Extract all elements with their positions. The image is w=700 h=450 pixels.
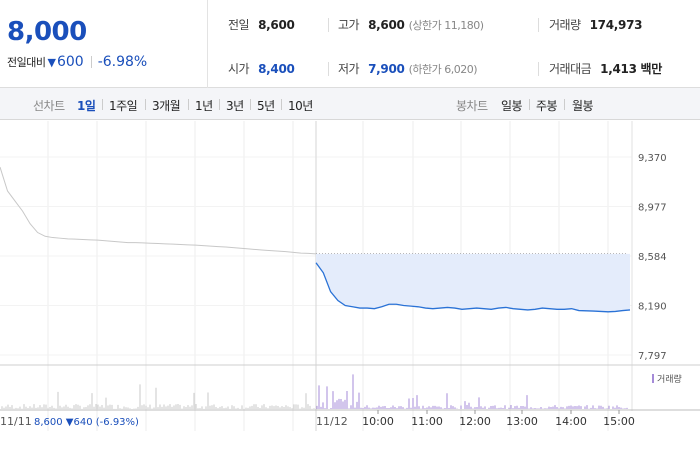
y-tick-label: 8,584 bbox=[638, 252, 667, 263]
change-percent: -6.98% bbox=[97, 54, 148, 70]
stat-value: 174,973 bbox=[589, 18, 643, 32]
change-divider bbox=[90, 56, 92, 68]
y-tick-label: 7,797 bbox=[638, 351, 667, 362]
stat-value: 8,400 bbox=[258, 62, 295, 76]
change-label: 전일대비 bbox=[7, 56, 46, 69]
price-box: 8,000 전일대비 ▼ 600 -6.98% bbox=[0, 0, 208, 88]
period-tab-1y[interactable]: 1년 bbox=[195, 99, 213, 113]
today-line bbox=[315, 262, 631, 313]
column-divider bbox=[538, 18, 539, 32]
stat-value: 8,600 bbox=[368, 18, 405, 32]
column-divider bbox=[328, 18, 329, 32]
tab-divider bbox=[281, 99, 282, 110]
candle-chart-label: 봉차트 bbox=[456, 99, 488, 113]
stat-trade-value: 거래대금 1,413 백만 bbox=[549, 60, 662, 77]
current-price: 8,000 bbox=[7, 17, 87, 47]
prev-day-line bbox=[0, 166, 317, 255]
lower-limit-note: (하한가 6,020) bbox=[408, 63, 478, 76]
period-tab-3m[interactable]: 3개월 bbox=[152, 99, 181, 113]
column-divider bbox=[328, 62, 329, 76]
prev-day-summary: 8,600 ▼640 (-6.93%) bbox=[34, 417, 139, 428]
stat-value: 8,600 bbox=[258, 18, 295, 32]
chart-toolbar: 선차트 1일 1주일 3개월 1년 3년 5년 10년 봉차트 일봉 주봉 월봉 bbox=[0, 88, 700, 120]
x-tick-label: 15:00 bbox=[603, 415, 635, 428]
line-chart-label: 선차트 bbox=[33, 99, 65, 113]
intraday-price-chart: 9,370 8,977 8,584 8,190 7,797 거래량 10:00 11:00 12… bbox=[0, 121, 700, 431]
x-tick-label: 12:00 bbox=[459, 415, 491, 428]
x-tick-label: 14:00 bbox=[555, 415, 587, 428]
volume-legend-label: 거래량 bbox=[657, 373, 682, 385]
x-tick-label: 11:00 bbox=[411, 415, 443, 428]
down-arrow-icon: ▼ bbox=[47, 55, 56, 69]
stat-label: 거래대금 bbox=[549, 62, 592, 76]
stat-open: 시가 8,400 bbox=[228, 60, 295, 77]
y-tick-label: 8,190 bbox=[638, 302, 667, 313]
tab-divider bbox=[250, 99, 251, 110]
tab-divider bbox=[529, 99, 530, 110]
change-amount: 600 bbox=[56, 54, 84, 70]
column-divider bbox=[538, 62, 539, 76]
quote-header: 8,000 전일대비 ▼ 600 -6.98% 전일 8,600 고가 8,60… bbox=[0, 0, 700, 88]
stat-value: 1,413 백만 bbox=[600, 62, 662, 76]
candle-tab-daily[interactable]: 일봉 bbox=[501, 99, 523, 113]
stat-value: 7,900 bbox=[368, 62, 405, 76]
y-tick-label: 9,370 bbox=[638, 153, 667, 164]
stat-label: 시가 bbox=[228, 62, 250, 76]
today-area bbox=[316, 253, 630, 312]
stat-high: 고가 8,600 (상한가 11,180) bbox=[338, 16, 484, 33]
period-tab-5y[interactable]: 5년 bbox=[257, 99, 275, 113]
period-tab-10y[interactable]: 10년 bbox=[288, 99, 313, 113]
y-tick-label: 8,977 bbox=[638, 203, 667, 214]
x-tick-label: 13:00 bbox=[506, 415, 538, 428]
period-tab-1d[interactable]: 1일 bbox=[77, 99, 96, 113]
tab-divider bbox=[219, 99, 220, 110]
prev-date-label: 11/11 bbox=[0, 415, 32, 428]
stat-label: 거래량 bbox=[549, 18, 581, 32]
x-tick-label: 10:00 bbox=[362, 415, 394, 428]
candle-tab-monthly[interactable]: 월봉 bbox=[572, 99, 594, 113]
tab-divider bbox=[564, 99, 565, 110]
stat-low: 저가 7,900 (하한가 6,020) bbox=[338, 60, 478, 77]
tab-divider bbox=[145, 99, 146, 110]
period-tab-3y[interactable]: 3년 bbox=[226, 99, 244, 113]
stat-label: 고가 bbox=[338, 18, 360, 32]
tab-divider bbox=[102, 99, 103, 110]
today-date-label: 11/12 bbox=[316, 415, 348, 428]
tab-divider bbox=[188, 99, 189, 110]
stat-label: 저가 bbox=[338, 62, 360, 76]
change-row: 전일대비 ▼ 600 -6.98% bbox=[7, 54, 147, 70]
period-tab-1w[interactable]: 1주일 bbox=[109, 99, 138, 113]
stat-label: 전일 bbox=[228, 18, 250, 32]
upper-limit-note: (상한가 11,180) bbox=[408, 19, 484, 32]
candle-tab-weekly[interactable]: 주봉 bbox=[536, 99, 558, 113]
stat-volume: 거래량 174,973 bbox=[549, 16, 642, 33]
stat-prev-close: 전일 8,600 bbox=[228, 16, 295, 33]
volume-legend-swatch bbox=[652, 374, 654, 383]
